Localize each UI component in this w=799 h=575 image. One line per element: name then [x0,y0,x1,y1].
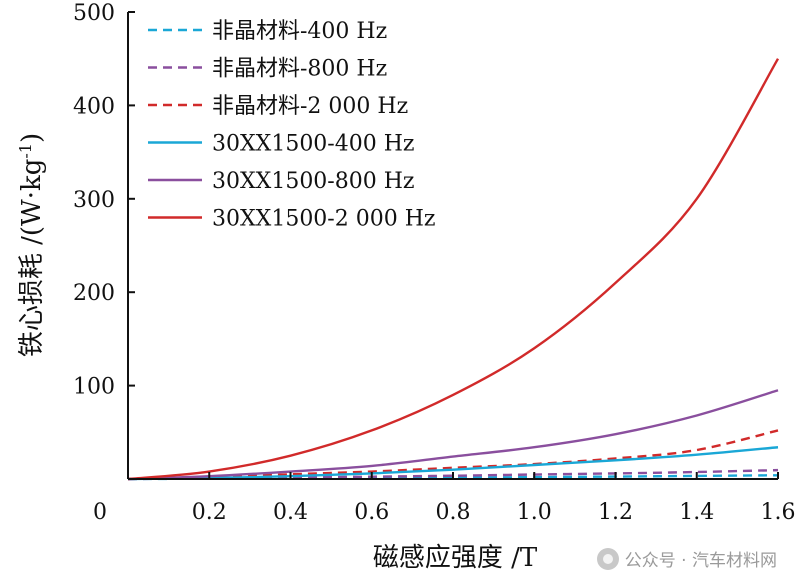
x-tick-label: 1.6 [761,500,796,525]
x-tick-label: 0.2 [192,500,227,525]
wechat-icon [596,547,619,570]
y-axis-title-main: 铁心损耗 /(W·kg [17,159,47,358]
legend-label-6: 30XX1500-2 000 Hz [212,207,436,232]
legend: 非晶材料-400 Hz 非晶材料-800 Hz 非晶材料-2 000 Hz 30XX1… [148,19,436,232]
y-axis-title-sup: -1 [16,143,35,159]
x-tick-label: 0.8 [436,500,471,525]
y-axis-title-close: ) [17,133,47,143]
series-layer [127,58,780,481]
x-tick-label: 1.4 [679,500,714,525]
axes [127,12,778,480]
x-axis-title: 磁感应强度 /T [373,543,538,573]
x-tick-label: 1.2 [598,500,633,525]
y-axis-title: 铁心损耗 /(W·kg-1) [16,133,48,357]
origin-label: 0 [93,500,107,525]
series-line-4 [127,446,779,481]
x-tick-label: 0.6 [354,500,389,525]
y-tick-label: 200 [73,281,115,306]
legend-label-4: 30XX1500-400 Hz [212,132,415,157]
y-tick-label: 400 [73,94,115,119]
x-tick-label: 1.0 [517,500,552,525]
legend-label-5: 30XX1500-800 Hz [212,169,415,194]
legend-label-1: 非晶材料-400 Hz [212,19,387,44]
watermark-text: 公众号 · 汽车材料网 [624,551,777,571]
watermark: 公众号 · 汽车材料网 [596,546,777,571]
y-tick-label: 100 [73,375,115,400]
series-line-3 [127,429,779,481]
y-tick-label: 500 [73,1,115,26]
legend-label-2: 非晶材料-800 Hz [212,57,387,82]
x-tick-label: 0.4 [273,500,308,525]
y-tick-label: 300 [73,188,115,213]
series-line-5 [127,389,779,481]
series-line-6 [127,58,780,481]
legend-label-3: 非晶材料-2 000 Hz [212,94,408,119]
